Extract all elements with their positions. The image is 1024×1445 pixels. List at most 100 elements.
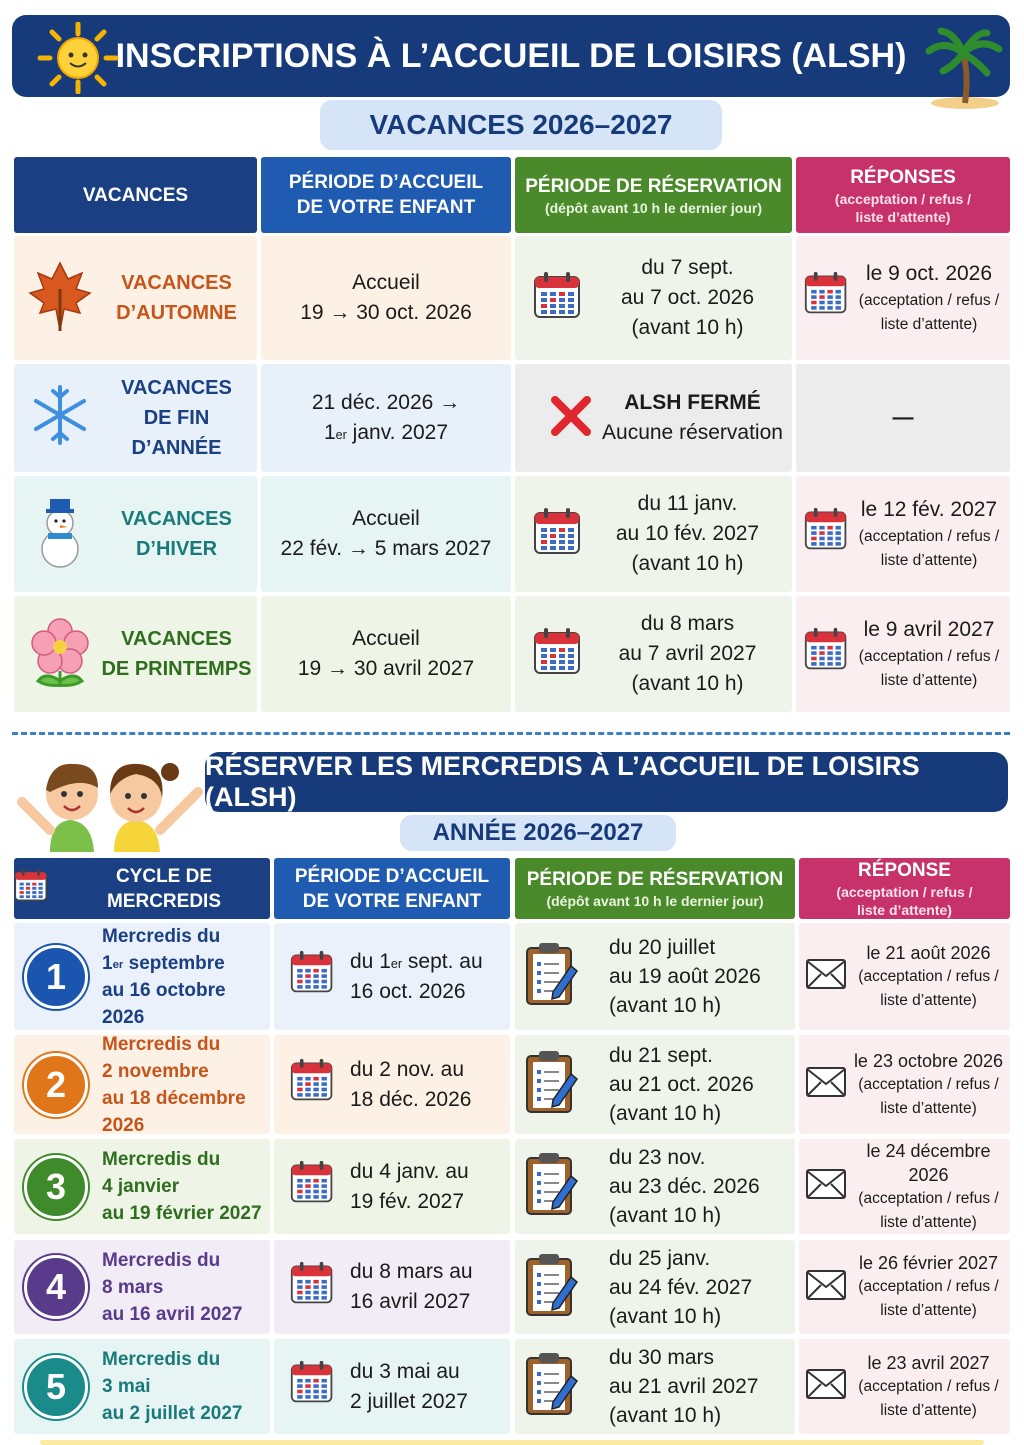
cycle-text: Mercredis du 4 janvier au 19 février 2027 [102,1146,262,1227]
text-line: 21 déc. 2026 → [311,391,461,414]
clipboard-icon [523,1251,581,1324]
calendar-icon-svg [290,1261,333,1303]
envelope-icon [805,958,847,995]
accueil-cell: 21 déc. 2026 → 1er janv. 2027 [261,364,511,472]
mercredis-title-bar: RÉSERVER LES MERCREDIS À L’ACCUEIL DE LO… [205,751,1008,812]
reponse-date: le 24 décembre 2026 [866,1140,991,1185]
reservation-text: du 20 juillet au 19 août 2026 (avant 10 h) [609,933,761,1020]
cycle-number: 3 [24,1154,88,1219]
text-line: PÉRIODE D’ACCUEIL [294,865,490,887]
reponse-box: le 9 avril 2027 (acceptation / refus / lis… [848,615,1010,693]
header-title: RÉPONSES [850,165,956,190]
column-header: RÉPONSES (acceptation / refus / liste d’at… [796,157,1010,233]
season-icon [24,259,96,338]
subtitle-pill: VACANCES 2026–2027 [320,100,722,150]
text-line: du 30 mars [609,1346,715,1369]
accueil-text: Accueil 22 fév. → 5 mars 2027 [281,504,492,564]
text: janv. 2027 [346,421,449,444]
clipboard-icon-svg [526,1153,579,1215]
text-line: DE FIN D’ANNÉE [131,407,222,459]
calendar-icon-svg [534,271,580,318]
reponse-box: le 21 août 2026 (acceptation / refus / lis… [847,941,1010,1013]
text-line: PÉRIODE DE RÉSERVATION [525,175,782,197]
text-line: liste d’attente) [880,1302,977,1319]
envelope-icon-svg [806,1369,846,1399]
name-cell: VACANCES DE FIN D’ANNÉE [14,364,257,472]
text-line: VACANCES [121,508,232,530]
text-line: 8 mars [102,1276,164,1298]
cycle-text: Mercredis du 8 mars au 16 avril 2027 [102,1247,243,1328]
reponse-cell: le 21 août 2026 (acceptation / refus / lis… [799,923,1010,1030]
text-line: du 2 nov. au [350,1057,465,1081]
mercredis-title: RÉSERVER LES MERCREDIS À L’ACCUEIL DE LO… [205,751,920,812]
clipboard-icon [523,1150,581,1223]
text-line: DE VOTRE ENFANT [296,197,476,218]
calendar-icon [533,627,583,682]
reponse-date: — [892,406,914,429]
header-title: CYCLE DE MERCREDIS [58,864,270,914]
accueil-cell: du 8 mars au 16 avril 2027 [274,1240,510,1334]
text-line: 19 → 30 oct. 2026 [300,301,472,324]
text-line: (acceptation / refus / [858,1075,999,1093]
reservation-cell: du 11 janv. au 10 fév. 2027 (avant 10 h) [515,476,792,592]
cycle-text: Mercredis du 3 mai au 2 juillet 2027 [102,1346,242,1427]
text-line: Accueil [352,627,420,650]
season-icon [24,615,96,694]
clipboard-icon [523,1048,581,1121]
palm-icon [925,27,1003,109]
reponse-date: le 9 oct. 2026 [865,262,993,285]
header-title: RÉPONSE [858,858,951,883]
text-line: liste d’attente) [880,991,977,1009]
text-line: du 25 janv. [609,1246,711,1270]
text-line: (avant 10 h) [609,1204,722,1227]
reponse-date: le 26 février 2027 [858,1253,999,1273]
calendar-icon-svg [804,507,847,549]
clipboard-icon-svg [526,1353,579,1415]
season-name: VACANCES D’HIVER [96,504,257,564]
reponse-box: le 24 décembre 2026 (acceptation / refus … [847,1139,1010,1235]
subtitle: VACANCES 2026–2027 [369,109,673,140]
text-line: du 8 mars au [350,1260,473,1283]
text-line: du 20 juillet [609,936,716,959]
text-line: du 21 sept. [609,1044,713,1067]
column-header: PÉRIODE D’ACCUEIL DE VOTRE ENFANT [274,858,510,919]
column-header: PÉRIODE DE RÉSERVATION (dépôt avant 10 h … [515,157,792,233]
text-line: du 7 sept. [641,256,734,279]
text-line: CYCLE DE MERCREDIS [106,865,221,912]
reponse-note: (acceptation / refus / liste d’attente) [859,645,999,693]
calendar-icon [533,271,583,326]
cycle-number: 4 [24,1255,88,1319]
accueil-text: 21 déc. 2026 → 1er janv. 2027 [312,388,460,448]
calendar-icon-svg [290,1160,333,1203]
text-line: liste d’attente) [880,672,978,689]
closed-title: ALSH FERMÉ [624,391,761,414]
reponse-cell: le 23 avril 2027 (acceptation / refus / li… [799,1339,1010,1434]
clipboard-icon-svg [526,1253,579,1316]
text-line: (avant 10 h) [609,1102,722,1125]
text-line: au 16 avril 2027 [102,1303,243,1325]
name-cell: VACANCES D’HIVER [14,476,257,592]
reponse-note: (acceptation / refus / liste d’attente) [858,1073,998,1121]
envelope-icon-svg [806,1169,846,1199]
text-line: liste d’attente) [880,316,978,333]
envelope-icon [805,1066,847,1103]
text-line: liste d’attente) [880,1099,977,1117]
text-line: 2 novembre [102,1060,209,1082]
reservation-cell: du 8 mars au 7 avril 2027 (avant 10 h) [515,596,792,712]
calendar-icon [804,507,848,562]
header-title: PÉRIODE D’ACCUEIL DE VOTRE ENFANT [289,170,483,220]
cycle-cell: 1 Mercredis du 1er septembre au 16 octobre … [14,923,270,1030]
column-header: VACANCES [14,157,257,233]
calendar-icon [804,271,848,326]
text-line: 16 avril 2027 [350,1290,471,1313]
reponse-note: (acceptation / refus / liste d’attente) [859,525,999,573]
cycle-number: 5 [24,1354,88,1419]
calendar-icon-svg [290,950,333,993]
reponse-cell: le 9 avril 2027 (acceptation / refus / lis… [796,596,1010,712]
reponse-note: (acceptation / refus / liste d’attente) [858,965,998,1013]
text-line: Mercredis du [102,1249,221,1271]
accueil-cell: du 3 mai au 2 juillet 2027 [274,1339,510,1434]
cycle-cell: 2 Mercredis du 2 novembre au 18 décembre 20… [14,1034,270,1136]
cycle-cell: 5 Mercredis du 3 mai au 2 juillet 2027 [14,1339,270,1434]
